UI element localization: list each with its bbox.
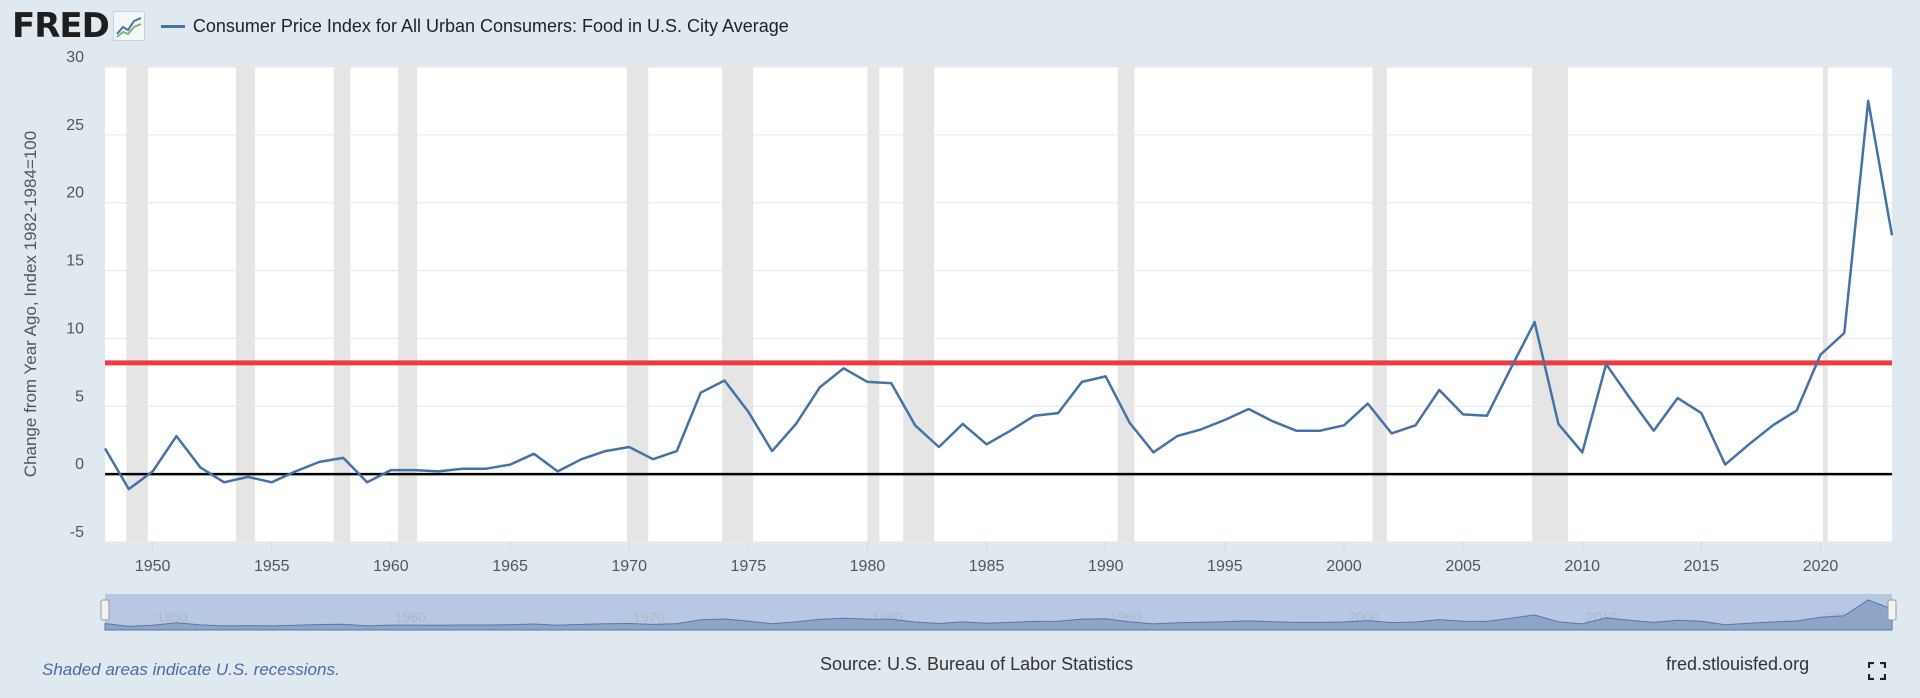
recession-band [1822, 67, 1828, 542]
recession-shading [126, 67, 1828, 542]
legend-label: Consumer Price Index for All Urban Consu… [192, 15, 789, 36]
navigator-tick-label: 1970 [633, 609, 664, 625]
recession-band [626, 67, 649, 542]
x-tick-label: 1970 [611, 558, 647, 575]
navigator-tick-label: 1950 [157, 609, 188, 625]
x-tick-label: 1960 [373, 558, 409, 575]
recession-band [398, 67, 418, 542]
x-axis-ticks: 1950 1955 1960 1965 1970 1975 1980 1985 1990 1995… [135, 542, 1839, 575]
series-line[interactable] [103, 99, 1894, 491]
y-axis-ticks: -5 0 5 10 15 20 25 30 [66, 49, 84, 541]
x-tick-label: 1950 [135, 558, 171, 575]
chart-legend[interactable]: Consumer Price Index for All Urban Consu… [160, 15, 789, 37]
recession-band [1117, 67, 1135, 542]
fred-logo-text: FRED [12, 6, 110, 46]
chart-header: FRED Consumer Price Index for All Urban … [12, 6, 789, 46]
gridlines [105, 66, 1892, 543]
x-tick-label: 1985 [969, 558, 1005, 575]
legend-swatch [160, 24, 185, 28]
y-tick-label: 30 [66, 49, 84, 66]
recession-band [236, 67, 256, 542]
y-tick-label: 10 [66, 320, 84, 337]
x-tick-label: 1980 [850, 558, 886, 575]
y-tick-label: 25 [66, 117, 84, 134]
recession-band [1372, 67, 1387, 542]
y-tick-label: 5 [75, 388, 84, 405]
x-tick-label: 1990 [1088, 558, 1124, 575]
recession-band [126, 67, 148, 542]
recession-band [333, 67, 351, 542]
navigator-left-handle[interactable] [100, 599, 110, 621]
navigator[interactable]: 19501960197019801990200020102020 [100, 594, 1897, 631]
x-tick-label: 1955 [254, 558, 290, 575]
y-axis-label: Change from Year Ago, Index 1982-1984=10… [21, 131, 40, 477]
x-tick-label: 2020 [1803, 558, 1839, 575]
navigator-tick-label: 1960 [395, 609, 426, 625]
x-tick-label: 1975 [731, 558, 767, 575]
y-tick-label: 20 [66, 185, 84, 202]
y-tick-label: 0 [75, 456, 84, 473]
source-credit: Source: U.S. Bureau of Labor Statistics [820, 654, 1134, 674]
y-tick-label: 15 [66, 253, 84, 270]
fullscreen-icon[interactable] [1868, 662, 1886, 680]
recession-band [903, 67, 935, 542]
x-tick-label: 1995 [1207, 558, 1243, 575]
site-link[interactable]: fred.stlouisfed.org [1666, 654, 1810, 674]
x-tick-label: 2005 [1445, 558, 1481, 575]
x-tick-label: 2000 [1326, 558, 1362, 575]
recession-note: Shaded areas indicate U.S. recessions. [42, 660, 340, 679]
recession-band [722, 67, 754, 542]
navigator-right-handle[interactable] [1887, 599, 1897, 621]
recession-band [867, 67, 880, 542]
recession-band [1532, 67, 1568, 542]
series-layer[interactable] [103, 99, 1894, 491]
x-tick-label: 2015 [1684, 558, 1720, 575]
line-chart-icon [112, 11, 145, 41]
plot-area [105, 67, 1892, 542]
x-tick-label: 1965 [492, 558, 528, 575]
fred-logo[interactable]: FRED [12, 6, 145, 46]
navigator-series-area [104, 599, 1893, 631]
x-tick-label: 2010 [1564, 558, 1600, 575]
y-tick-label: -5 [70, 524, 84, 541]
reference-lines [105, 360, 1892, 476]
